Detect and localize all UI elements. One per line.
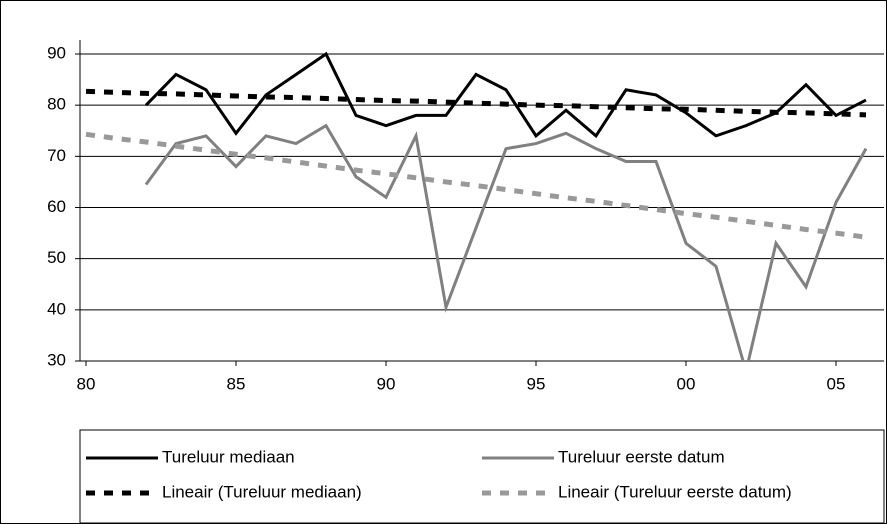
x-tick-label: 85 (227, 374, 246, 393)
legend-label: Tureluur mediaan (162, 447, 295, 466)
y-tick-label: 80 (47, 95, 66, 114)
x-tick-label: 90 (377, 374, 396, 393)
legend-label: Tureluur eerste datum (558, 447, 725, 466)
x-tick-label: 05 (827, 374, 846, 393)
trend-line (85, 88, 867, 118)
y-tick-label: 90 (47, 43, 66, 62)
y-tick-label: 40 (47, 299, 66, 318)
trend-line (85, 131, 867, 240)
y-tick-label: 30 (47, 350, 66, 369)
y-tick-label: 50 (47, 248, 66, 267)
legend-label: Lineair (Tureluur mediaan) (162, 482, 362, 501)
x-tick-label: 00 (677, 374, 696, 393)
x-tick-label: 95 (527, 374, 546, 393)
x-tick-label: 80 (77, 374, 96, 393)
plot-area (85, 51, 868, 361)
legend (79, 429, 885, 524)
y-tick-label: 60 (47, 197, 66, 216)
legend-label: Lineair (Tureluur eerste datum) (558, 482, 792, 501)
y-tick-label: 70 (47, 146, 66, 165)
data-line (144, 123, 868, 361)
